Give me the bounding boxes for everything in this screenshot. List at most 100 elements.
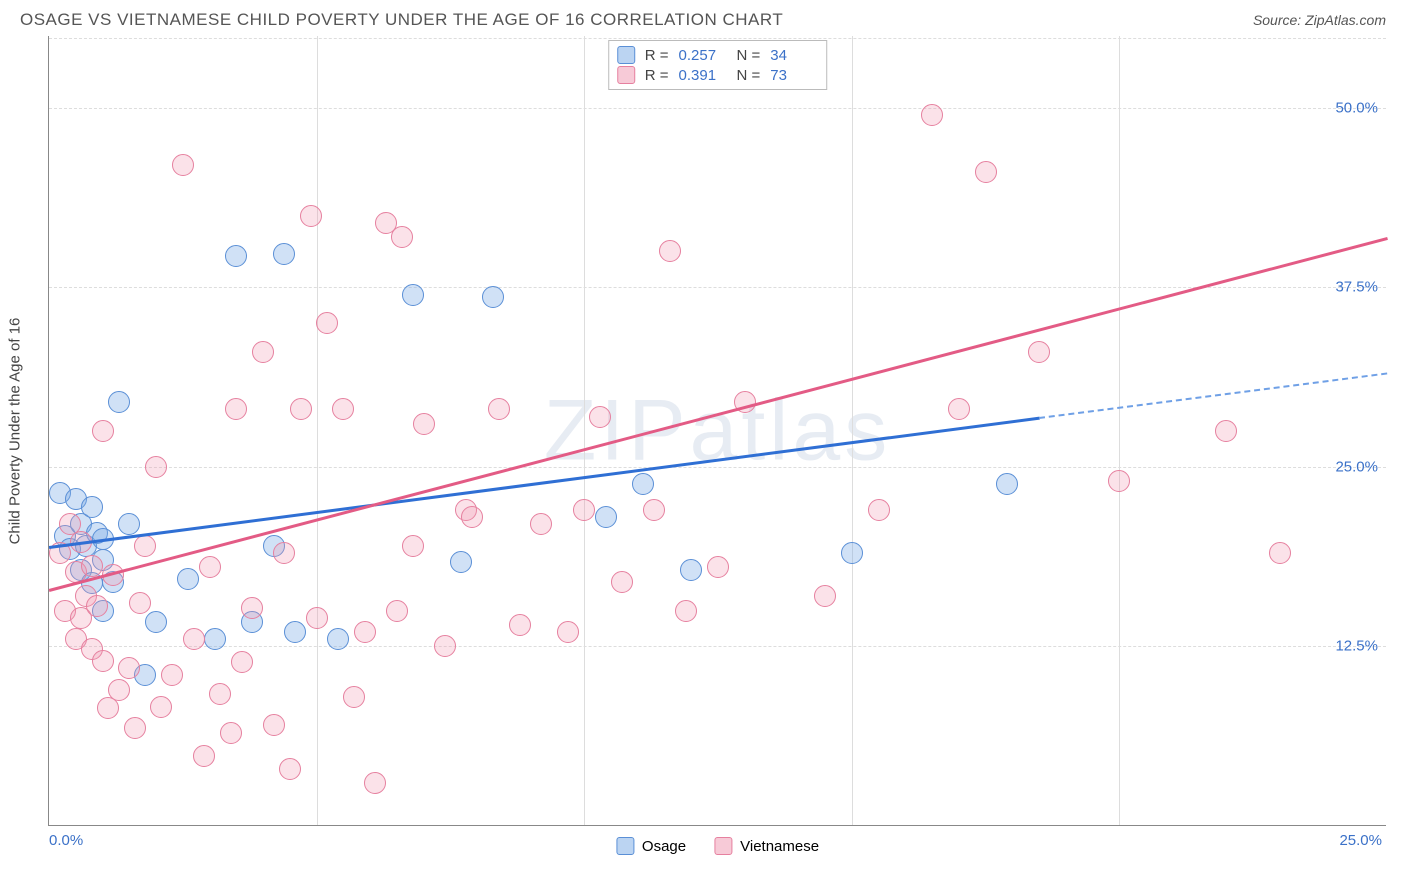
legend-r-label: R =	[645, 47, 669, 64]
gridline-h	[49, 287, 1386, 288]
data-point-vietnamese	[391, 226, 413, 248]
data-point-osage	[450, 551, 472, 573]
data-point-osage	[225, 245, 247, 267]
data-point-vietnamese	[1215, 420, 1237, 442]
data-point-vietnamese	[413, 413, 435, 435]
data-point-vietnamese	[300, 205, 322, 227]
data-point-osage	[204, 628, 226, 650]
data-point-vietnamese	[530, 513, 552, 535]
data-point-vietnamese	[1269, 542, 1291, 564]
gridline-h	[49, 38, 1386, 39]
data-point-osage	[81, 496, 103, 518]
legend-n-label: N =	[737, 67, 761, 84]
data-point-vietnamese	[161, 664, 183, 686]
data-point-vietnamese	[316, 312, 338, 334]
gridline-v	[317, 36, 318, 825]
data-point-vietnamese	[279, 758, 301, 780]
data-point-vietnamese	[290, 398, 312, 420]
gridline-h	[49, 646, 1386, 647]
y-tick-label: 50.0%	[1335, 99, 1378, 116]
x-tick-label: 25.0%	[1339, 832, 1382, 849]
gridline-h	[49, 108, 1386, 109]
data-point-vietnamese	[434, 635, 456, 657]
legend-r-value: 0.391	[679, 67, 727, 84]
data-point-vietnamese	[868, 499, 890, 521]
legend-n-value: 34	[770, 47, 818, 64]
data-point-vietnamese	[231, 651, 253, 673]
y-tick-label: 12.5%	[1335, 638, 1378, 655]
data-point-osage	[482, 286, 504, 308]
data-point-vietnamese	[134, 535, 156, 557]
data-point-vietnamese	[948, 398, 970, 420]
data-point-vietnamese	[707, 556, 729, 578]
data-point-vietnamese	[129, 592, 151, 614]
data-point-vietnamese	[92, 650, 114, 672]
x-tick-label: 0.0%	[49, 832, 83, 849]
data-point-vietnamese	[611, 571, 633, 593]
data-point-osage	[402, 284, 424, 306]
y-tick-label: 25.0%	[1335, 458, 1378, 475]
legend-series-osage: Osage	[616, 837, 686, 855]
chart-title: OSAGE VS VIETNAMESE CHILD POVERTY UNDER …	[20, 10, 783, 30]
data-point-vietnamese	[589, 406, 611, 428]
legend-series-vietnamese: Vietnamese	[714, 837, 819, 855]
data-point-osage	[327, 628, 349, 650]
data-point-osage	[177, 568, 199, 590]
data-point-osage	[145, 611, 167, 633]
data-point-vietnamese	[343, 686, 365, 708]
data-point-vietnamese	[488, 398, 510, 420]
data-point-osage	[595, 506, 617, 528]
data-point-vietnamese	[263, 714, 285, 736]
watermark: ZIPatlas	[544, 381, 891, 480]
legend-n-value: 73	[770, 67, 818, 84]
data-point-vietnamese	[975, 161, 997, 183]
data-point-vietnamese	[402, 535, 424, 557]
data-point-vietnamese	[659, 240, 681, 262]
legend-swatch-icon	[617, 66, 635, 84]
data-point-osage	[680, 559, 702, 581]
legend-series-label: Osage	[642, 838, 686, 855]
gridline-v	[1119, 36, 1120, 825]
data-point-vietnamese	[509, 614, 531, 636]
legend-swatch-icon	[617, 46, 635, 64]
data-point-osage	[841, 542, 863, 564]
data-point-osage	[996, 473, 1018, 495]
legend-series-label: Vietnamese	[740, 838, 819, 855]
data-point-osage	[632, 473, 654, 495]
data-point-vietnamese	[306, 607, 328, 629]
y-axis-label: Child Poverty Under the Age of 16	[7, 317, 24, 544]
legend-r-value: 0.257	[679, 47, 727, 64]
data-point-vietnamese	[675, 600, 697, 622]
legend-n-label: N =	[737, 47, 761, 64]
data-point-vietnamese	[252, 341, 274, 363]
data-point-vietnamese	[241, 597, 263, 619]
data-point-vietnamese	[225, 398, 247, 420]
gridline-v	[852, 36, 853, 825]
data-point-vietnamese	[461, 506, 483, 528]
data-point-vietnamese	[354, 621, 376, 643]
data-point-vietnamese	[145, 456, 167, 478]
legend-swatch-icon	[714, 837, 732, 855]
data-point-vietnamese	[118, 657, 140, 679]
y-tick-label: 37.5%	[1335, 279, 1378, 296]
legend-swatch-icon	[616, 837, 634, 855]
source-label: Source: ZipAtlas.com	[1253, 12, 1386, 28]
data-point-vietnamese	[209, 683, 231, 705]
correlation-legend: R = 0.257 N = 34R = 0.391 N = 73	[608, 40, 828, 90]
gridline-v	[584, 36, 585, 825]
data-point-vietnamese	[573, 499, 595, 521]
data-point-vietnamese	[332, 398, 354, 420]
data-point-vietnamese	[97, 697, 119, 719]
data-point-vietnamese	[1028, 341, 1050, 363]
data-point-vietnamese	[150, 696, 172, 718]
data-point-vietnamese	[1108, 470, 1130, 492]
trendline-vietnamese	[49, 237, 1388, 591]
data-point-osage	[284, 621, 306, 643]
data-point-vietnamese	[199, 556, 221, 578]
data-point-vietnamese	[386, 600, 408, 622]
data-point-osage	[273, 243, 295, 265]
data-point-vietnamese	[220, 722, 242, 744]
legend-row-osage: R = 0.257 N = 34	[617, 45, 819, 65]
gridline-h	[49, 467, 1386, 468]
data-point-vietnamese	[81, 555, 103, 577]
